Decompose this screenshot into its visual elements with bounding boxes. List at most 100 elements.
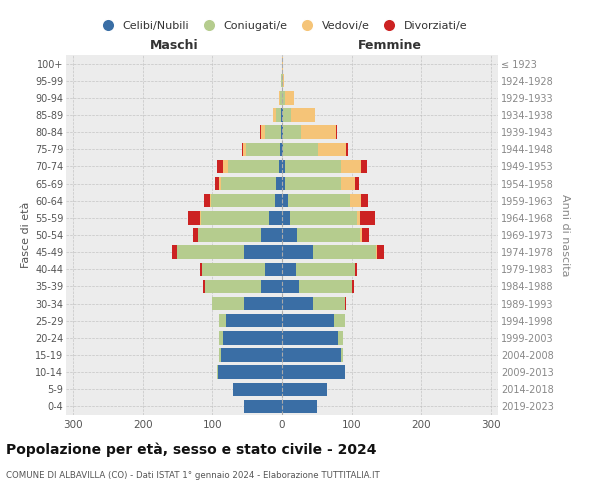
Bar <box>282 366 345 379</box>
Bar <box>276 108 281 122</box>
Bar <box>209 194 211 207</box>
Bar <box>301 126 335 139</box>
Bar <box>193 228 199 241</box>
Bar <box>283 74 284 88</box>
Bar <box>361 160 367 173</box>
Bar <box>178 246 244 259</box>
Bar <box>282 331 338 344</box>
Bar <box>286 177 341 190</box>
Bar <box>265 126 281 139</box>
Bar <box>200 262 202 276</box>
Bar <box>273 108 276 122</box>
Bar <box>283 142 318 156</box>
Text: COMUNE DI ALBAVILLA (CO) - Dati ISTAT 1° gennaio 2024 - Elaborazione TUTTITALIA.: COMUNE DI ALBAVILLA (CO) - Dati ISTAT 1°… <box>6 471 380 480</box>
Bar <box>282 280 299 293</box>
Bar <box>282 142 283 156</box>
Bar <box>205 280 261 293</box>
Bar <box>282 382 327 396</box>
Bar <box>313 297 345 310</box>
Bar <box>341 177 355 190</box>
Bar <box>219 331 223 344</box>
Bar <box>282 160 285 173</box>
Bar <box>247 142 280 156</box>
Bar <box>282 74 283 88</box>
Bar <box>242 142 243 156</box>
Bar <box>280 142 282 156</box>
Bar <box>283 108 291 122</box>
Bar <box>282 91 286 104</box>
Bar <box>200 211 201 224</box>
Bar <box>261 228 282 241</box>
Bar <box>283 126 301 139</box>
Bar <box>334 314 345 328</box>
Bar <box>218 177 221 190</box>
Bar <box>282 108 283 122</box>
Bar <box>281 74 282 88</box>
Bar <box>277 177 282 190</box>
Bar <box>282 177 286 190</box>
Bar <box>282 194 287 207</box>
Bar <box>282 57 283 70</box>
Bar <box>360 228 362 241</box>
Bar <box>229 160 278 173</box>
Bar <box>215 177 218 190</box>
Bar <box>376 246 377 259</box>
Bar <box>286 91 294 104</box>
Legend: Celibi/Nubili, Coniugati/e, Vedovi/e, Divorziati/e: Celibi/Nubili, Coniugati/e, Vedovi/e, Di… <box>92 16 472 35</box>
Bar <box>265 262 282 276</box>
Bar <box>352 280 354 293</box>
Bar <box>279 91 280 104</box>
Bar <box>355 177 359 190</box>
Bar <box>219 348 221 362</box>
Bar <box>261 126 265 139</box>
Bar <box>275 194 282 207</box>
Bar <box>233 382 282 396</box>
Bar <box>361 194 368 207</box>
Bar <box>244 297 282 310</box>
Text: Femmine: Femmine <box>358 38 422 52</box>
Bar <box>217 160 223 173</box>
Bar <box>226 314 282 328</box>
Bar <box>355 262 357 276</box>
Bar <box>199 228 261 241</box>
Bar <box>212 297 244 310</box>
Bar <box>285 160 341 173</box>
Bar <box>313 246 376 259</box>
Bar <box>280 91 282 104</box>
Bar <box>341 160 361 173</box>
Bar <box>219 314 226 328</box>
Bar <box>345 297 346 310</box>
Text: Maschi: Maschi <box>149 38 199 52</box>
Bar <box>341 348 343 362</box>
Bar <box>261 280 282 293</box>
Bar <box>203 280 205 293</box>
Bar <box>335 126 337 139</box>
Bar <box>244 246 282 259</box>
Bar <box>202 262 265 276</box>
Bar <box>211 194 275 207</box>
Bar <box>260 126 261 139</box>
Bar <box>362 228 369 241</box>
Bar <box>218 366 282 379</box>
Bar <box>243 142 247 156</box>
Bar <box>338 331 343 344</box>
Bar <box>296 262 355 276</box>
Bar <box>287 194 350 207</box>
Bar <box>201 211 269 224</box>
Bar <box>223 331 282 344</box>
Bar <box>278 160 282 173</box>
Y-axis label: Fasce di età: Fasce di età <box>20 202 31 268</box>
Bar <box>282 262 296 276</box>
Bar <box>281 108 282 122</box>
Bar <box>282 126 283 139</box>
Text: Popolazione per età, sesso e stato civile - 2024: Popolazione per età, sesso e stato civil… <box>6 442 377 457</box>
Bar <box>282 246 313 259</box>
Bar <box>204 194 209 207</box>
Bar <box>291 108 316 122</box>
Bar <box>172 246 178 259</box>
Bar <box>350 194 361 207</box>
Bar <box>360 211 376 224</box>
Bar <box>345 366 346 379</box>
Bar <box>221 177 277 190</box>
Bar <box>318 142 346 156</box>
